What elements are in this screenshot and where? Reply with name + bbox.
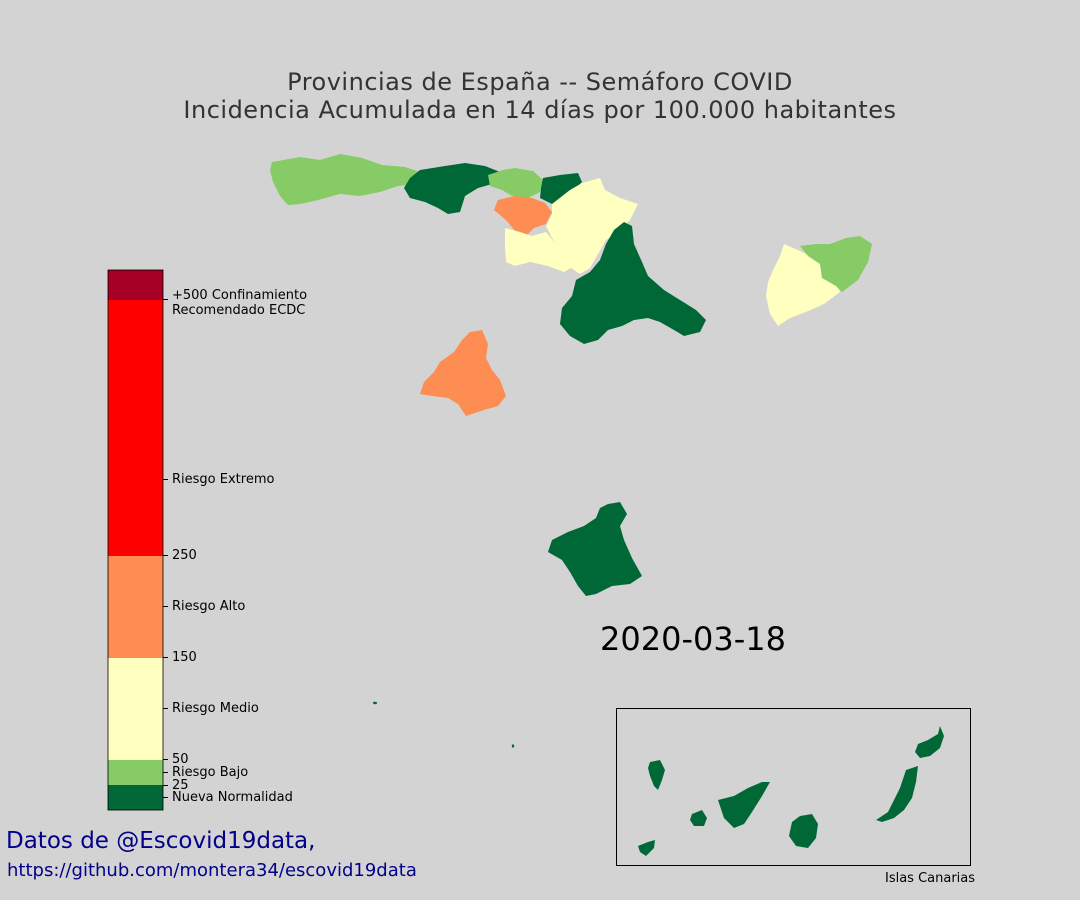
colorbar-segment-riesgo-bajo xyxy=(108,760,163,785)
region-bizkaia xyxy=(488,168,543,198)
colorbar-frame xyxy=(107,269,164,811)
colorbar-label-riesgo-extremo: Riesgo Extremo xyxy=(172,472,275,487)
colorbar xyxy=(107,269,164,811)
region-cantabria xyxy=(404,163,500,214)
chart-title-line-1: Provincias de España -- Semáforo COVID xyxy=(287,68,793,96)
colorbar-segment-riesgo-medio xyxy=(108,658,163,760)
colorbar-label-50: 50 xyxy=(172,752,189,767)
region-madrid xyxy=(420,330,506,416)
date-label: 2020-03-18 xyxy=(600,620,786,658)
spain-provinces xyxy=(270,154,872,748)
credits-url: https://github.com/montera34/escovid19da… xyxy=(7,860,417,881)
colorbar-segment-nueva-normalidad xyxy=(108,785,163,810)
region-small-island xyxy=(373,701,377,705)
colorbar-tick xyxy=(163,797,168,798)
island-la-palma xyxy=(648,760,665,790)
inset-label: Islas Canarias xyxy=(885,871,976,886)
colorbar-segment-confinamiento xyxy=(108,270,163,300)
colorbar-tick xyxy=(163,772,168,773)
colorbar-label-riesgo-medio: Riesgo Medio xyxy=(172,701,259,716)
colorbar-tick xyxy=(163,759,168,760)
region-araba xyxy=(494,196,552,236)
colorbar-segment-riesgo-extremo xyxy=(108,300,163,556)
region-asturias xyxy=(270,154,420,205)
credits-line-1: Datos de @Escovid19data, xyxy=(6,828,316,854)
island-gran-canaria xyxy=(789,814,818,848)
region-murcia xyxy=(548,502,642,596)
canary-islands xyxy=(638,726,944,856)
colorbar-tick xyxy=(163,708,168,709)
island-fuerteventura xyxy=(876,766,918,822)
colorbar-label-riesgo-bajo: Riesgo Bajo xyxy=(172,765,249,780)
island-tenerife xyxy=(718,782,770,828)
region-navarra xyxy=(546,178,638,274)
chart-title-line-2: Incidencia Acumulada en 14 días por 100.… xyxy=(183,96,897,124)
colorbar-label-nueva-normalidad: Nueva Normalidad xyxy=(172,790,293,805)
region-girona xyxy=(800,236,872,292)
island-lanzarote xyxy=(915,726,944,758)
colorbar-tick xyxy=(163,299,168,300)
colorbar-tick xyxy=(163,555,168,556)
colorbar-label-confinamiento-1: +500 Confinamiento xyxy=(172,288,308,303)
region-aragon xyxy=(560,222,706,344)
colorbar-label-riesgo-alto: Riesgo Alto xyxy=(172,599,246,614)
colorbar-label-150: 150 xyxy=(172,650,197,665)
colorbar-label-25: 25 xyxy=(172,778,189,793)
region-la-rioja xyxy=(505,228,574,272)
island-la-gomera xyxy=(690,810,707,826)
colorbar-label-confinamiento-2: Recomendado ECDC xyxy=(172,303,306,318)
colorbar-segment-riesgo-alto xyxy=(108,556,163,658)
canary-islands-inset-frame xyxy=(616,708,971,866)
colorbar-tick xyxy=(163,657,168,658)
colorbar-tick xyxy=(163,606,168,607)
region-cataluna xyxy=(766,244,840,326)
region-small-point xyxy=(511,744,515,748)
colorbar-tick xyxy=(163,785,168,786)
colorbar-tick xyxy=(163,479,168,480)
colorbar-label-250: 250 xyxy=(172,548,197,563)
region-gipuzkoa xyxy=(540,173,582,204)
island-el-hierro xyxy=(638,840,655,856)
